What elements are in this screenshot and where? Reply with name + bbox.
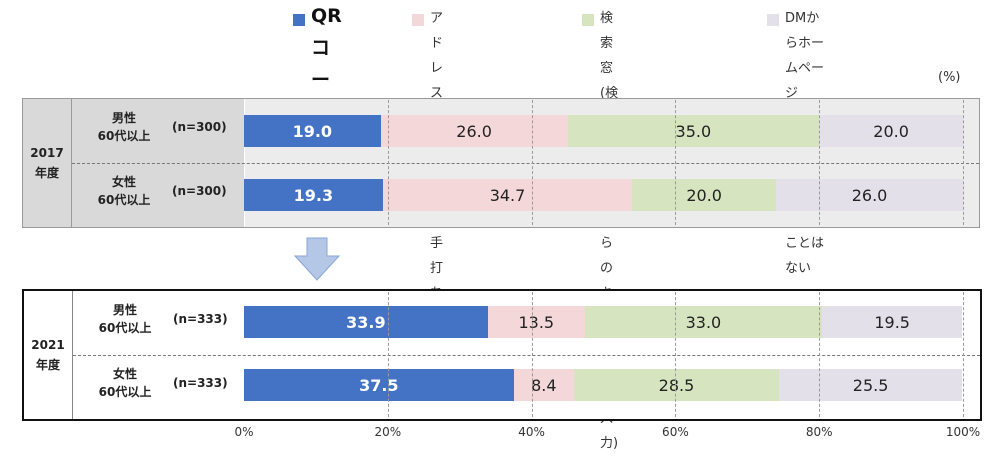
bar-segment: 26.0	[776, 179, 963, 211]
x-tick-label: 20%	[374, 425, 402, 439]
gridline	[675, 100, 677, 225]
bar-segment: 25.5	[778, 369, 963, 401]
row-sex-label: 男性 60代以上	[97, 111, 151, 143]
bar-segment: 13.5	[487, 306, 585, 338]
x-tick-label: 80%	[805, 425, 833, 439]
x-tick-label: 0%	[234, 425, 254, 439]
row-n-label: (n=333)	[173, 376, 228, 390]
gridline	[819, 100, 821, 225]
bar-segment: 8.4	[513, 369, 575, 401]
row-n-label: (n=300)	[172, 184, 227, 198]
bar-segment: 19.0	[244, 115, 381, 147]
legend-swatch	[767, 14, 779, 26]
bar-segment: 26.0	[380, 115, 568, 147]
legend-label: QR コード	[311, 5, 342, 123]
legend-swatch	[582, 14, 594, 26]
bar-segment: 35.0	[567, 115, 820, 147]
bar-segment: 20.0	[632, 179, 777, 211]
gridline	[387, 100, 389, 225]
gridline	[531, 292, 533, 417]
row-divider	[73, 355, 980, 356]
bar-segment: 28.5	[574, 369, 779, 401]
bar-segment: 33.9	[244, 306, 488, 338]
row-n-label: (n=333)	[173, 312, 228, 326]
x-tick-label: 60%	[662, 425, 689, 439]
down-arrow-icon	[293, 237, 341, 281]
year-label: 2017 年度	[23, 99, 72, 227]
bar-segment: 33.0	[584, 306, 823, 338]
row-sex-label: 男性 60代以上	[98, 303, 152, 335]
bar-segment: 20.0	[819, 115, 963, 147]
gridline	[819, 292, 821, 417]
unit-label: (%)	[938, 70, 961, 85]
gridline	[675, 292, 677, 417]
bar-segment: 34.7	[382, 179, 633, 211]
bar-segment: 19.3	[244, 179, 383, 211]
row-sex-label: 女性 60代以上	[97, 175, 151, 207]
gridline	[387, 292, 389, 417]
legend-swatch	[412, 14, 424, 26]
row-divider	[72, 163, 979, 164]
row-sex-label: 女性 60代以上	[98, 367, 152, 399]
bar-segment: 19.5	[822, 306, 963, 338]
bar-segment: 37.5	[244, 369, 514, 401]
legend-swatch	[293, 14, 305, 26]
gridline	[963, 100, 964, 225]
gridline	[531, 100, 533, 225]
x-tick-label: 40%	[518, 425, 545, 439]
row-label-column: 男性 60代以上 (n=333) 女性 60代以上 (n=333)	[73, 291, 245, 419]
year-label: 2021 年度	[24, 291, 73, 419]
gridline	[963, 292, 964, 417]
row-n-label: (n=300)	[172, 120, 227, 134]
x-tick-label: 100%	[945, 425, 981, 439]
